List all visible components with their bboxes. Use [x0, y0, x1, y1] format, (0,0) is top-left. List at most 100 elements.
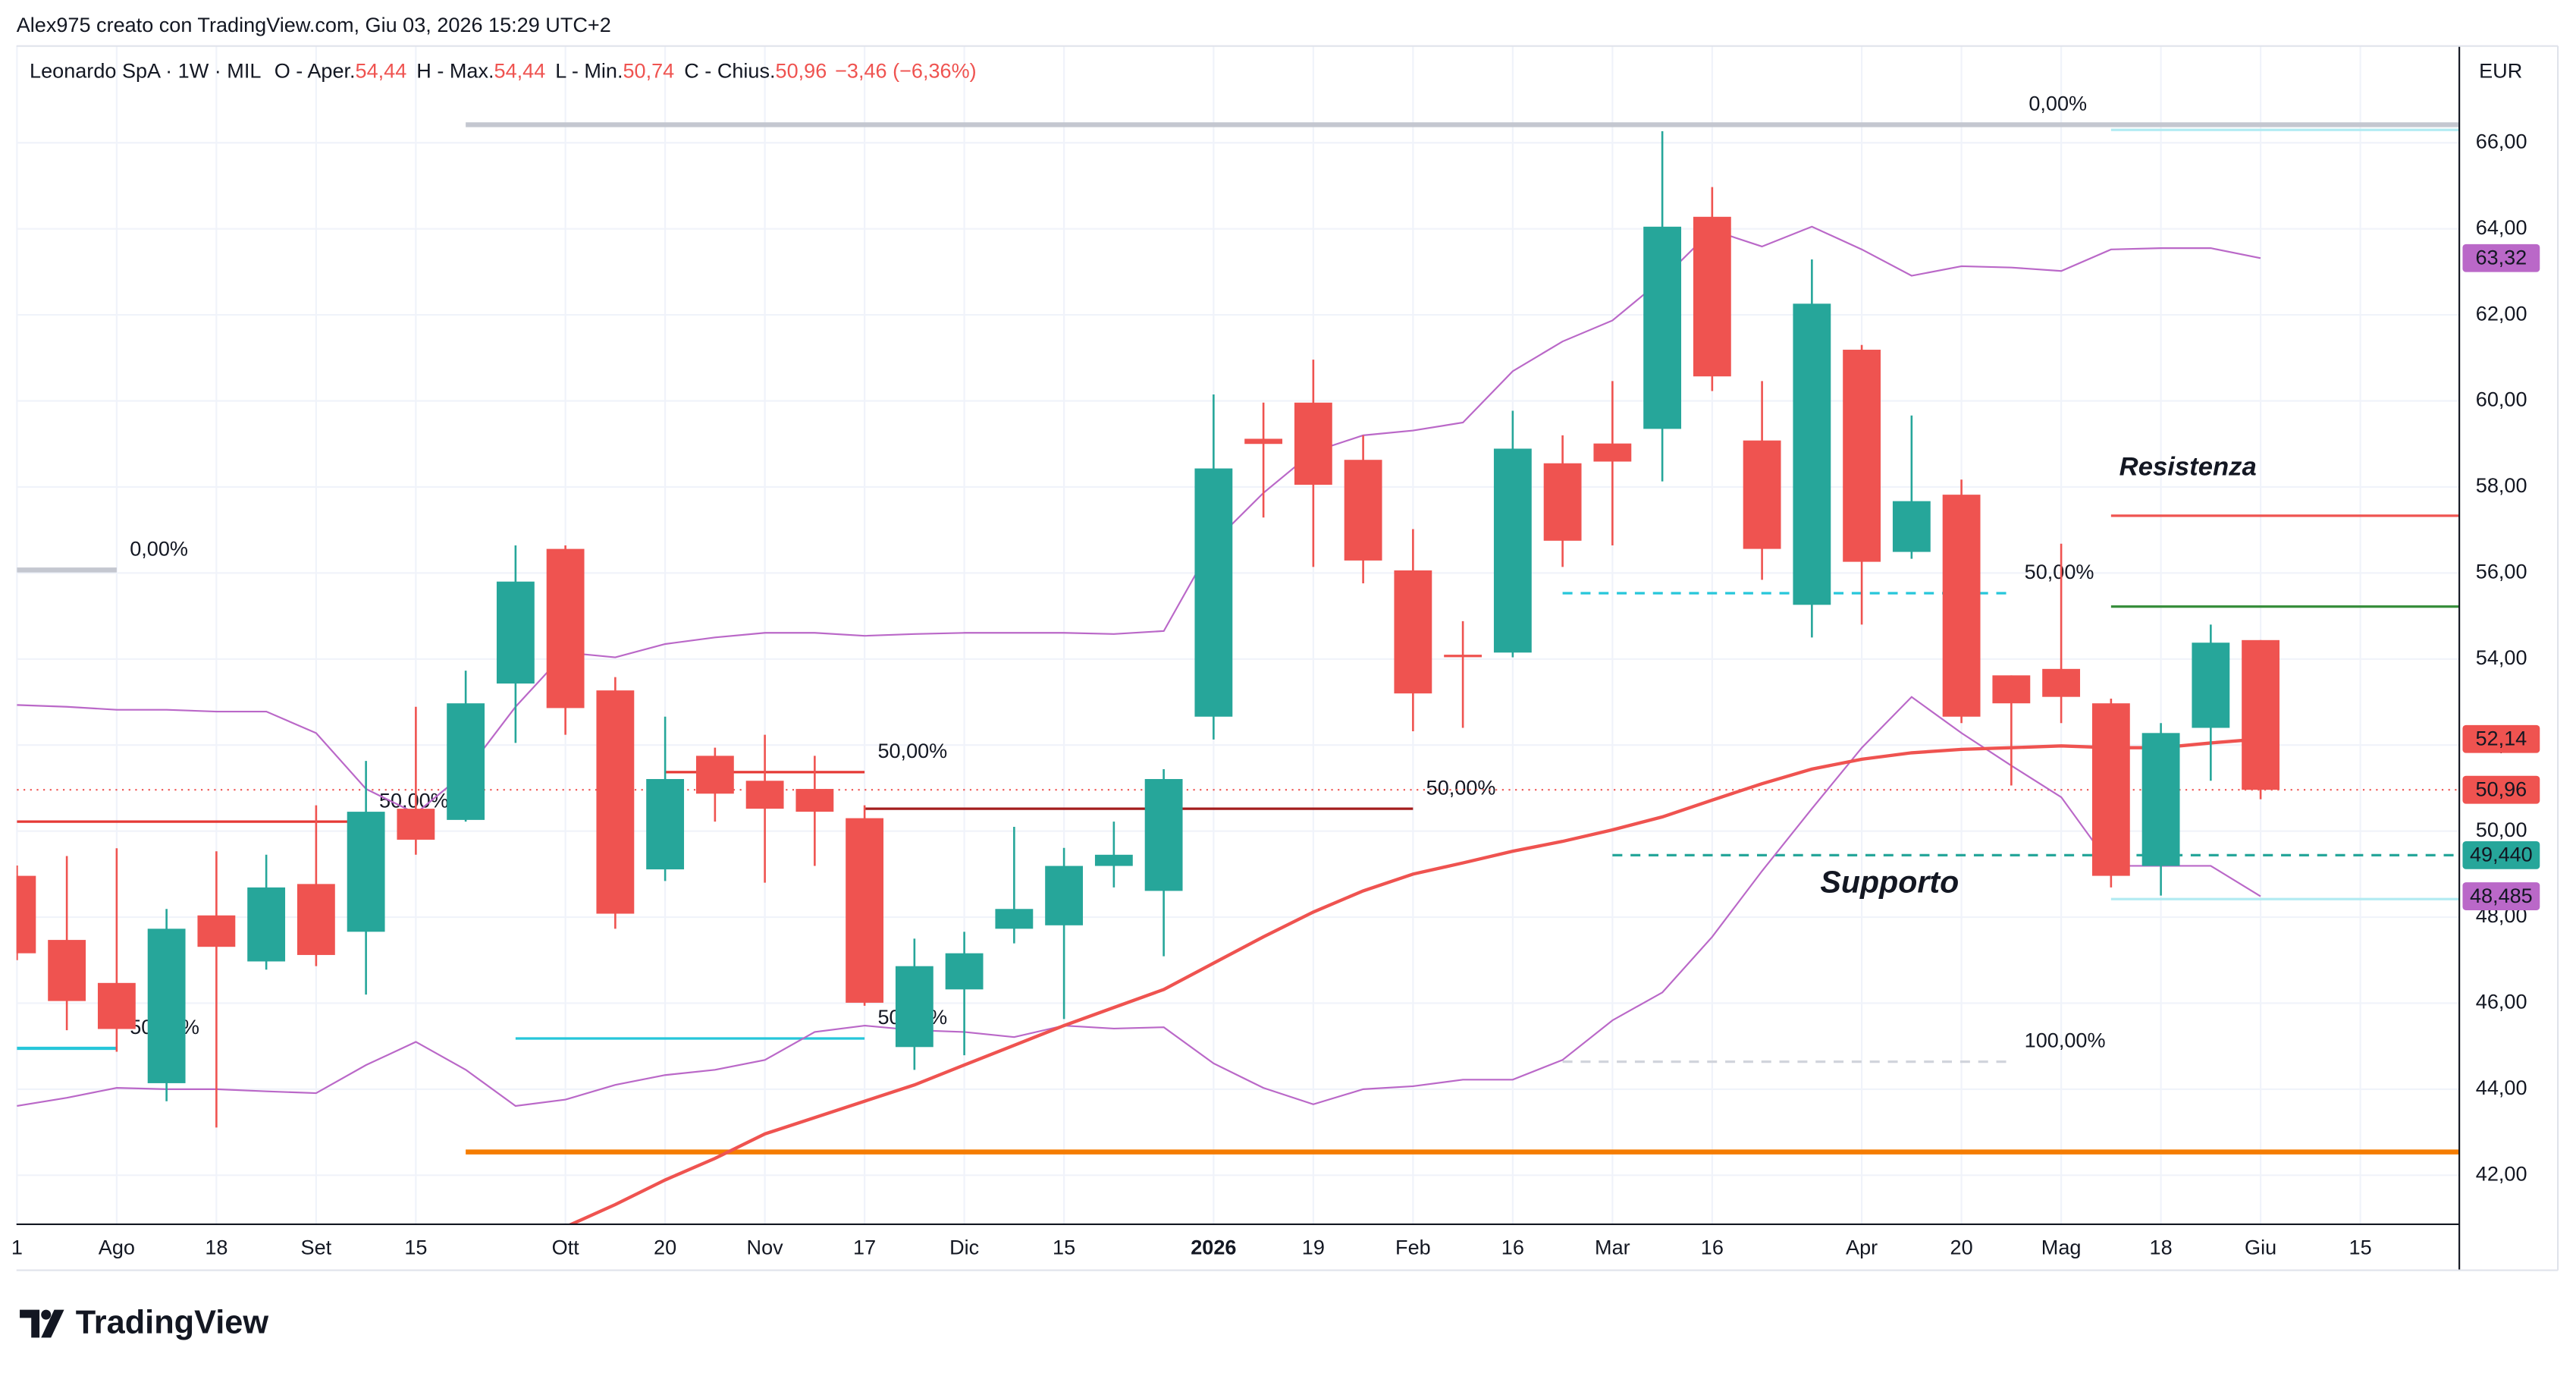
x-tick-label: 19: [1302, 1236, 1325, 1259]
x-tick-label: 18: [205, 1236, 227, 1259]
price-label: 48,485: [2470, 884, 2533, 907]
legend-value: 50,96: [776, 58, 827, 82]
candle-body: [945, 953, 984, 990]
candle-body: [1843, 350, 1881, 562]
candle-body: [97, 982, 136, 1029]
drawing-label: 0,00%: [130, 537, 188, 561]
candle-body: [995, 909, 1034, 929]
candle-body: [48, 940, 86, 1001]
drawing-label: 100,00%: [2025, 1029, 2106, 1052]
y-tick-label: 62,00: [2476, 301, 2527, 325]
x-tick-label: Mag: [2041, 1236, 2082, 1259]
candle-body: [16, 875, 36, 954]
y-tick-label: 56,00: [2476, 560, 2527, 583]
x-tick-label: 15: [404, 1236, 427, 1259]
annotation: Resistenza: [2119, 453, 2257, 482]
candle-body: [2141, 733, 2180, 866]
legend-value: 50,74: [623, 58, 674, 82]
candle-body: [1493, 448, 1532, 653]
candle-body: [1793, 303, 1831, 605]
y-tick-label: 50,00: [2476, 818, 2527, 841]
candle-body: [895, 966, 933, 1048]
price-label-box: [2462, 882, 2540, 910]
candle-body: [1444, 655, 1483, 658]
candle-body: [1942, 495, 1981, 717]
x-tick-label: Nov: [747, 1236, 784, 1259]
drawing-label: 0,00%: [2028, 92, 2087, 115]
x-tick-label: 20: [1950, 1236, 1973, 1259]
candle-body: [496, 581, 535, 684]
candle-body: [596, 690, 635, 914]
price-label: 52,14: [2475, 726, 2527, 749]
candle-body: [2042, 668, 2081, 697]
annotation: Supporto: [1820, 864, 1959, 899]
price-label-box: [2462, 840, 2540, 869]
x-tick-label: 2026: [1191, 1236, 1236, 1259]
drawing-label: 50,00%: [877, 739, 947, 762]
candle-body: [695, 756, 734, 794]
brand-logo: [20, 1309, 64, 1338]
x-tick-label: 1: [11, 1236, 23, 1259]
x-tick-label: Ott: [552, 1236, 580, 1259]
indicator-line: [17, 696, 2261, 1108]
legend-label: H - Max.: [416, 58, 494, 82]
currency: EUR: [2479, 58, 2522, 82]
candle-body: [1643, 226, 1682, 429]
candle-body: [397, 809, 435, 840]
x-tick-label: Set: [301, 1236, 332, 1259]
legend-symbol: Leonardo SpA · 1W · MIL: [30, 58, 261, 82]
candle-body: [1892, 501, 1931, 552]
candle-body: [2242, 639, 2280, 790]
candle-body: [1394, 570, 1432, 694]
candle-body: [1693, 216, 1731, 377]
y-tick-label: 66,00: [2476, 129, 2527, 152]
legend: Leonardo SpA · 1W · MIL O - Aper.54,44 H -…: [30, 58, 977, 82]
candle-body: [447, 703, 485, 820]
candle-body: [297, 884, 335, 955]
candle-body: [1094, 854, 1133, 866]
legend-label: C - Chius.: [684, 58, 775, 82]
legend-value: 54,44: [356, 58, 407, 82]
x-tick-label: 15: [1053, 1236, 1075, 1259]
drawing-label: 50,00%: [379, 788, 449, 812]
candle-body: [247, 887, 286, 962]
candle-body: [1294, 402, 1332, 485]
candle-body: [197, 915, 236, 947]
candle-body: [1244, 438, 1283, 445]
legend-label: L - Min.: [555, 58, 623, 82]
candle-body: [1593, 443, 1632, 462]
candle-body: [546, 548, 585, 708]
y-tick-label: 44,00: [2476, 1076, 2527, 1099]
candle-body: [1743, 440, 1781, 549]
candle-body: [1144, 778, 1183, 891]
price-label-box: [2462, 775, 2540, 804]
candle-body: [2091, 703, 2130, 876]
candle-body: [1344, 460, 1382, 561]
y-tick-label: 64,00: [2476, 215, 2527, 239]
drawing-label: 50,00%: [2025, 560, 2094, 583]
y-tick-label: 60,00: [2476, 388, 2527, 411]
x-tick-label: 20: [654, 1236, 676, 1259]
plot-area: 0,00%0,00%50,00%50,00%50,00%50,00%50,00%…: [16, 92, 2460, 1224]
x-tick-label: 16: [1701, 1236, 1724, 1259]
x-tick-label: Apr: [1846, 1236, 1878, 1259]
legend-change: −3,46 (−6,36%): [835, 58, 977, 82]
y-tick-label: 54,00: [2476, 646, 2527, 669]
x-tick-label: 15: [2349, 1236, 2372, 1259]
y-tick-label: 58,00: [2476, 473, 2527, 497]
candle-body: [347, 812, 385, 932]
x-tick-label: Giu: [2245, 1236, 2276, 1259]
x-tick-label: Ago: [99, 1236, 135, 1259]
candle-body: [846, 818, 884, 1003]
y-tick-label: 42,00: [2476, 1161, 2527, 1185]
price-label: 49,440: [2470, 843, 2533, 866]
candle-body: [1194, 468, 1233, 717]
candle-body: [1992, 675, 2031, 704]
x-tick-label: 16: [1501, 1236, 1524, 1259]
y-tick-label: 46,00: [2476, 990, 2527, 1013]
candle-body: [745, 781, 784, 809]
candle-body: [1045, 866, 1084, 925]
